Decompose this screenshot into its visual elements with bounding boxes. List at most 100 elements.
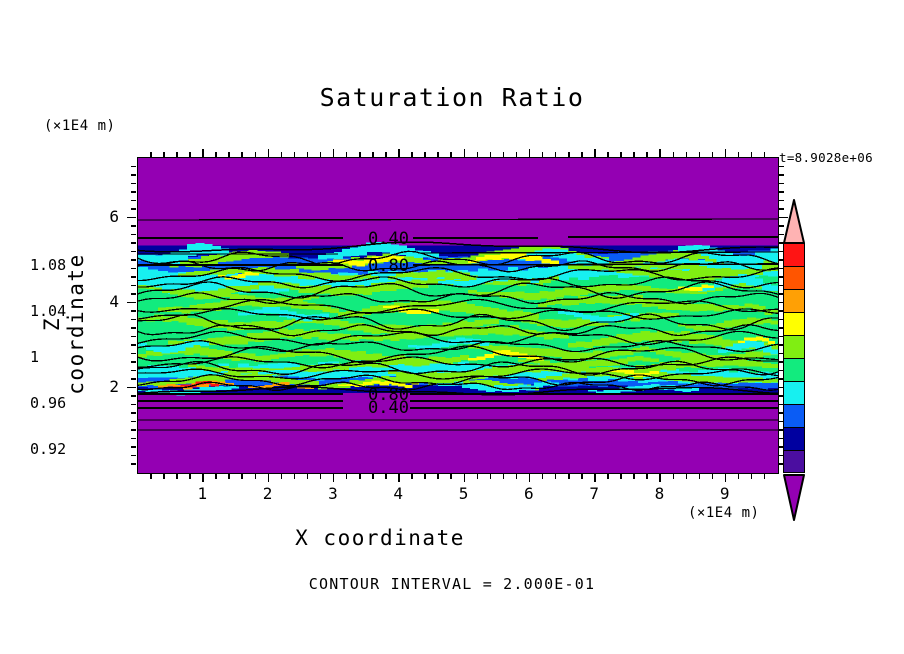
contour-cell <box>366 242 375 253</box>
contour-cell <box>154 255 164 265</box>
contour-cell <box>189 304 199 312</box>
contour-line <box>138 386 778 396</box>
contour-cell <box>688 384 699 389</box>
contour-cell <box>674 301 683 311</box>
contour-cell <box>534 357 544 361</box>
contour-label: 0.40 <box>368 398 409 418</box>
contour-cell <box>208 367 219 379</box>
contour-cell <box>499 345 509 352</box>
contour-cell <box>200 375 210 383</box>
contour-cell <box>628 381 639 387</box>
contour-cell <box>608 335 618 344</box>
contour-cell <box>482 307 491 316</box>
contour-cell <box>208 272 219 295</box>
contour-cell <box>228 272 239 292</box>
x-minor-tick <box>763 473 766 479</box>
contour-cell <box>318 255 327 260</box>
contour-cell <box>170 314 180 322</box>
contour-cell <box>363 285 373 295</box>
x-minor-tick <box>372 151 374 157</box>
contour-cell <box>408 384 419 393</box>
contour-cell <box>208 255 219 273</box>
contour-cell <box>288 273 299 289</box>
contour-cell <box>349 351 359 361</box>
x-minor-tick <box>411 473 413 479</box>
contour-cell <box>763 345 772 353</box>
y-tick-label: 2 <box>109 376 119 396</box>
contour-cell <box>458 302 467 312</box>
contour-cell <box>739 318 749 326</box>
x-minor-tick <box>685 473 688 479</box>
contour-cell <box>498 382 508 389</box>
contour-cell <box>442 300 451 311</box>
contour-cell <box>363 324 373 333</box>
contour-cell <box>436 270 446 278</box>
contour-cell <box>738 251 749 260</box>
contour-cell <box>346 384 356 387</box>
contour-cell <box>188 364 199 377</box>
contour-cell <box>569 352 579 360</box>
contour-cell <box>690 375 699 383</box>
contour-cell <box>642 357 652 362</box>
contour-cell <box>758 383 769 390</box>
contour-cell <box>382 242 391 253</box>
contour-line <box>138 330 778 346</box>
x-tick-label: 3 <box>328 484 338 503</box>
contour-cell <box>524 363 533 373</box>
contour-cell <box>738 280 747 288</box>
contour-cell <box>232 251 242 261</box>
contour-cell <box>231 372 241 380</box>
contour-cell <box>378 258 389 273</box>
contour-cell <box>146 254 156 263</box>
contour-cell <box>254 297 263 304</box>
colorbar-tick-label: 1 <box>30 348 40 366</box>
x-minor-tick <box>293 473 296 479</box>
x-minor-tick <box>750 473 753 479</box>
contour-cell <box>380 364 389 368</box>
contour-cell <box>693 325 703 331</box>
contour-cell <box>215 349 225 358</box>
contour-cell <box>178 289 187 297</box>
contour-cell <box>222 292 231 298</box>
contour-cell <box>498 309 507 318</box>
contour-cell <box>368 385 379 393</box>
contour-cell <box>658 371 667 379</box>
y-minor-tick <box>130 191 136 193</box>
contour-cell <box>238 257 249 275</box>
contour-cell <box>595 360 605 366</box>
x-minor-tick <box>293 151 296 157</box>
contour-cell <box>738 340 745 343</box>
contour-cell <box>395 256 404 261</box>
contour-cell <box>755 342 764 350</box>
contour-cell <box>371 283 381 293</box>
contour-label: 0.80 <box>368 256 409 276</box>
x-minor-tick <box>672 151 674 157</box>
contour-cell <box>548 385 559 393</box>
contour-cell <box>674 288 683 294</box>
contour-cell <box>534 250 544 258</box>
contour-cell <box>649 371 659 375</box>
y-minor-tick <box>778 344 784 346</box>
contour-cell <box>138 343 147 347</box>
x-tick-label: 4 <box>393 484 404 503</box>
contour-cell <box>448 385 459 393</box>
contour-cell <box>168 390 178 395</box>
contour-cell <box>444 372 453 381</box>
contour-cell <box>428 376 437 385</box>
contour-cell <box>577 352 587 361</box>
contour-cell <box>306 285 316 294</box>
contour-cell <box>558 253 569 265</box>
contour-cell <box>580 366 589 372</box>
contour-cell <box>490 308 499 317</box>
y-tick-label: 4 <box>109 291 119 311</box>
contour-cell <box>681 331 691 342</box>
contour-cell <box>396 376 406 384</box>
contour-cell <box>198 293 207 297</box>
y-minor-tick <box>778 174 784 176</box>
contour-cell <box>522 347 532 355</box>
contour-cell <box>153 350 163 356</box>
contour-cell <box>356 260 366 267</box>
contour-cell <box>308 245 319 259</box>
contour-line <box>138 218 778 221</box>
contour-cell <box>747 255 756 268</box>
